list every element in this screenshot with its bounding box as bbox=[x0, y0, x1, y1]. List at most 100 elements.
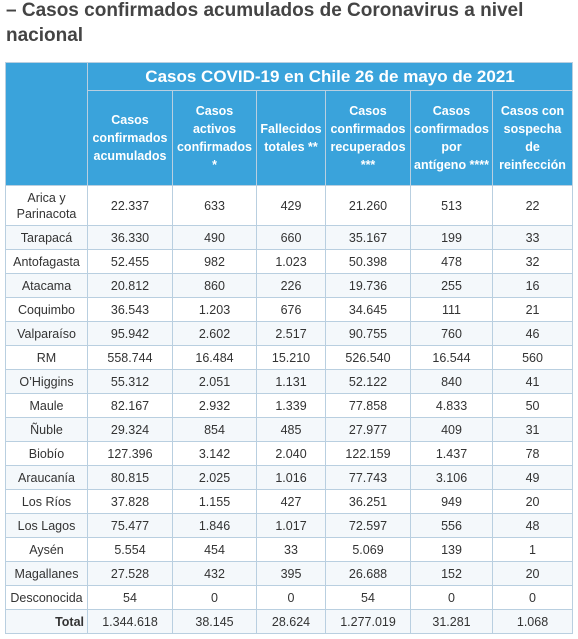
value-cell: 38.145 bbox=[172, 609, 257, 634]
value-cell: 33 bbox=[491, 225, 574, 250]
value-cell: 840 bbox=[410, 369, 493, 394]
value-cell: 127.396 bbox=[87, 441, 173, 466]
value-cell: 0 bbox=[256, 585, 326, 610]
table-row: Desconocida 54 0 0 54 0 0 bbox=[5, 585, 574, 610]
value-cell: 22 bbox=[491, 185, 574, 226]
value-cell: 633 bbox=[172, 185, 257, 226]
region-cell: Coquimbo bbox=[5, 297, 88, 322]
value-cell: 558.744 bbox=[87, 345, 173, 370]
value-cell: 1.016 bbox=[256, 465, 326, 490]
title-row: Casos COVID-19 en Chile 26 de mayo de 20… bbox=[5, 62, 574, 186]
column-header: Fallecidos totales ** bbox=[256, 90, 326, 186]
column-header: Casos confirmados acumulados bbox=[87, 90, 173, 186]
value-cell: 37.828 bbox=[87, 489, 173, 514]
table-title: Casos COVID-19 en Chile 26 de mayo de 20… bbox=[86, 62, 574, 91]
value-cell: 75.477 bbox=[87, 513, 173, 538]
value-cell: 1.155 bbox=[172, 489, 257, 514]
region-cell: Valparaíso bbox=[5, 321, 88, 346]
value-cell: 95.942 bbox=[87, 321, 173, 346]
value-cell: 676 bbox=[256, 297, 326, 322]
value-cell: 16.484 bbox=[172, 345, 257, 370]
value-cell: 36.543 bbox=[87, 297, 173, 322]
region-cell: Ñuble bbox=[5, 417, 88, 442]
region-cell: Tarapacá bbox=[5, 225, 88, 250]
value-cell: 22.337 bbox=[87, 185, 173, 226]
region-cell: Atacama bbox=[5, 273, 88, 298]
corner-cell bbox=[5, 62, 88, 186]
value-cell: 4.833 bbox=[410, 393, 493, 418]
value-cell: 2.025 bbox=[172, 465, 257, 490]
value-cell: 54 bbox=[325, 585, 411, 610]
table-row: Atacama 20.812 860 226 19.736 255 16 bbox=[5, 273, 574, 298]
value-cell: 0 bbox=[410, 585, 493, 610]
value-cell: 16 bbox=[491, 273, 574, 298]
value-cell: 854 bbox=[172, 417, 257, 442]
value-cell: 21 bbox=[491, 297, 574, 322]
value-cell: 5.069 bbox=[325, 537, 411, 562]
value-cell: 490 bbox=[172, 225, 257, 250]
value-cell: 77.743 bbox=[325, 465, 411, 490]
table-row: Aysén 5.554 454 33 5.069 139 1 bbox=[5, 537, 574, 562]
value-cell: 31.281 bbox=[410, 609, 493, 634]
value-cell: 152 bbox=[410, 561, 493, 586]
value-cell: 20 bbox=[491, 489, 574, 514]
value-cell: 2.602 bbox=[172, 321, 257, 346]
table-row: Tarapacá 36.330 490 660 35.167 199 33 bbox=[5, 225, 574, 250]
value-cell: 31 bbox=[491, 417, 574, 442]
column-header: Casos confirmados por antígeno **** bbox=[410, 90, 493, 186]
value-cell: 27.977 bbox=[325, 417, 411, 442]
value-cell: 72.597 bbox=[325, 513, 411, 538]
value-cell: 48 bbox=[491, 513, 574, 538]
value-cell: 860 bbox=[172, 273, 257, 298]
value-cell: 77.858 bbox=[325, 393, 411, 418]
table-row: Antofagasta 52.455 982 1.023 50.398 478 32 bbox=[5, 249, 574, 274]
value-cell: 3.142 bbox=[172, 441, 257, 466]
column-header: Casos activos confirmados * bbox=[172, 90, 257, 186]
value-cell: 52.122 bbox=[325, 369, 411, 394]
value-cell: 1.023 bbox=[256, 249, 326, 274]
value-cell: 29.324 bbox=[87, 417, 173, 442]
value-cell: 1.846 bbox=[172, 513, 257, 538]
value-cell: 35.167 bbox=[325, 225, 411, 250]
value-cell: 52.455 bbox=[87, 249, 173, 274]
value-cell: 395 bbox=[256, 561, 326, 586]
value-cell: 82.167 bbox=[87, 393, 173, 418]
region-cell: Maule bbox=[5, 393, 88, 418]
value-cell: 982 bbox=[172, 249, 257, 274]
region-cell: Los Ríos bbox=[5, 489, 88, 514]
value-cell: 1.131 bbox=[256, 369, 326, 394]
table-row: Maule 82.167 2.932 1.339 77.858 4.833 50 bbox=[5, 393, 574, 418]
table-row: Arica y Parinacota 22.337 633 429 21.260 513 2… bbox=[5, 185, 574, 226]
value-cell: 28.624 bbox=[256, 609, 326, 634]
region-cell: Arica y Parinacota bbox=[5, 185, 88, 226]
value-cell: 2.517 bbox=[256, 321, 326, 346]
value-cell: 54 bbox=[87, 585, 173, 610]
table-row: Los Lagos 75.477 1.846 1.017 72.597 556 48 bbox=[5, 513, 574, 538]
region-cell: Araucanía bbox=[5, 465, 88, 490]
table-row: Biobío 127.396 3.142 2.040 122.159 1.437 78 bbox=[5, 441, 574, 466]
value-cell: 949 bbox=[410, 489, 493, 514]
value-cell: 26.688 bbox=[325, 561, 411, 586]
cases-table: Casos COVID-19 en Chile 26 de mayo de 20… bbox=[5, 62, 574, 634]
table-row: Magallanes 27.528 432 395 26.688 152 20 bbox=[5, 561, 574, 586]
value-cell: 1.203 bbox=[172, 297, 257, 322]
region-cell: Total bbox=[5, 609, 88, 634]
value-cell: 49 bbox=[491, 465, 574, 490]
value-cell: 50 bbox=[491, 393, 574, 418]
value-cell: 139 bbox=[410, 537, 493, 562]
value-cell: 429 bbox=[256, 185, 326, 226]
value-cell: 427 bbox=[256, 489, 326, 514]
value-cell: 556 bbox=[410, 513, 493, 538]
value-cell: 2.040 bbox=[256, 441, 326, 466]
value-cell: 1.277.019 bbox=[325, 609, 411, 634]
value-cell: 36.251 bbox=[325, 489, 411, 514]
region-cell: Aysén bbox=[5, 537, 88, 562]
value-cell: 513 bbox=[410, 185, 493, 226]
value-cell: 27.528 bbox=[87, 561, 173, 586]
region-cell: Biobío bbox=[5, 441, 88, 466]
value-cell: 660 bbox=[256, 225, 326, 250]
value-cell: 432 bbox=[172, 561, 257, 586]
region-cell: RM bbox=[5, 345, 88, 370]
value-cell: 55.312 bbox=[87, 369, 173, 394]
value-cell: 3.106 bbox=[410, 465, 493, 490]
